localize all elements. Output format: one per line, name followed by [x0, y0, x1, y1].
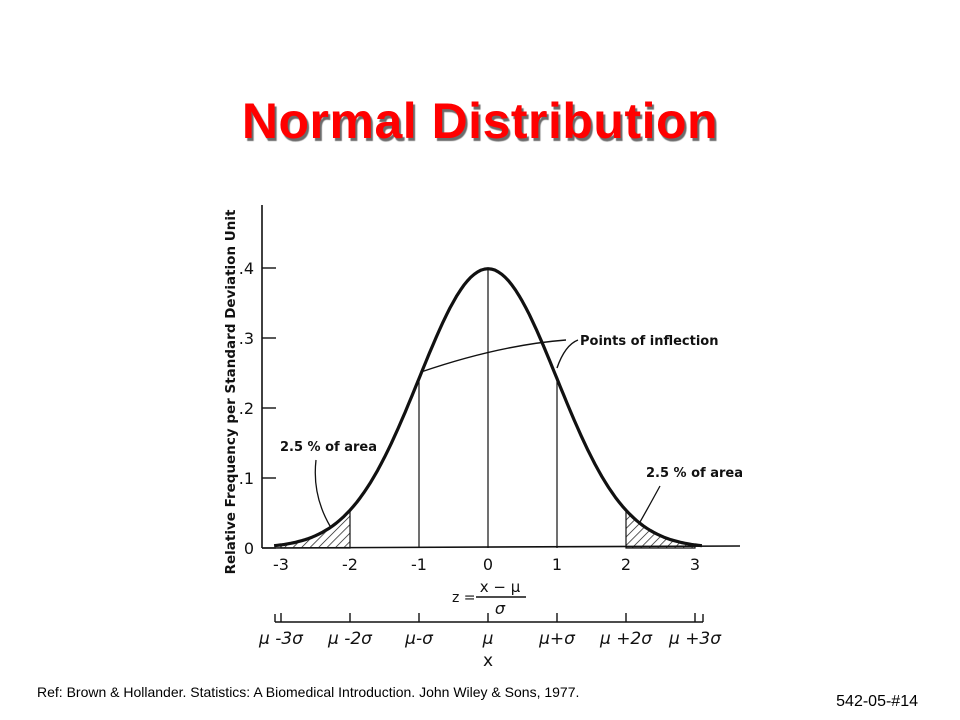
curve-point	[400, 419, 403, 421]
y-tick-label: .4	[239, 259, 254, 278]
y-axis-label: Relative Frequency per Standard Deviatio…	[223, 209, 239, 574]
z-tick-label: -3	[273, 555, 289, 574]
z-tick-label: 3	[690, 555, 700, 574]
curve-point	[573, 419, 576, 421]
y-tick-label: 0	[244, 539, 254, 558]
curve-point	[366, 486, 369, 489]
z-tick-label: 0	[483, 555, 493, 574]
y-tick-label: .1	[239, 469, 254, 488]
inflection-leader-left	[420, 339, 567, 373]
y-tick-label: .2	[239, 399, 254, 418]
x-scale-tick-label: μ +2σ	[599, 629, 653, 649]
curve-point	[504, 276, 507, 279]
x-scale-tick-label: μ +3σ	[668, 629, 722, 649]
curve-point	[538, 336, 541, 339]
x-scale-tick-label: μ -3σ	[258, 629, 304, 649]
y-tick-label: .3	[239, 329, 254, 348]
z-tick-label: -1	[411, 555, 427, 574]
z-formula-lhs: z =	[452, 590, 476, 606]
curve-point	[642, 525, 645, 527]
curve-point	[676, 540, 679, 543]
x-axis-symbol: x	[483, 651, 493, 671]
curve-point	[452, 300, 455, 303]
x-scale-tick-label: μ	[482, 629, 494, 649]
z-tick-label: -2	[342, 555, 358, 574]
z-formula-numerator: x − μ	[480, 578, 521, 596]
left-tail-annotation: 2.5 % of area	[280, 440, 377, 455]
inflection-leader-right	[556, 339, 579, 369]
z-tick-label: 2	[621, 555, 631, 574]
curve-point	[625, 509, 627, 512]
slide-number: 542-05-#14	[836, 693, 918, 710]
curve-point	[469, 276, 472, 279]
curve-point	[297, 540, 300, 543]
curve-point	[694, 544, 696, 546]
z-tick-label: 1	[552, 555, 562, 574]
curve-point	[314, 534, 317, 537]
curve-point	[331, 525, 334, 527]
x-scale-tick-label: μ -2σ	[327, 629, 373, 649]
curve-point	[521, 300, 524, 303]
curve-point	[556, 377, 558, 380]
x-axis-line	[261, 545, 741, 549]
x-scale-tick-label: μ-σ	[404, 629, 434, 649]
curve-point	[349, 509, 351, 512]
x-scale-tick-label: μ+σ	[538, 629, 576, 649]
curve-point	[487, 267, 489, 270]
reference-citation: Ref: Brown & Hollander. Statistics: A Bi…	[37, 684, 580, 700]
right-tail-annotation: 2.5 % of area	[646, 466, 743, 481]
curve-point	[383, 456, 386, 459]
slide-title: Normal Distribution	[241, 93, 719, 149]
curve-point	[590, 456, 593, 459]
z-formula-denominator: σ	[495, 599, 506, 618]
left-tail-leader	[314, 459, 331, 527]
curve-point	[418, 377, 420, 380]
curve-point	[435, 336, 438, 339]
right-tail-leader	[639, 485, 661, 523]
curve-point	[607, 486, 610, 489]
curve-point	[280, 544, 282, 546]
inflection-annotation: Points of inflection	[580, 334, 719, 349]
curve-point	[659, 534, 662, 537]
